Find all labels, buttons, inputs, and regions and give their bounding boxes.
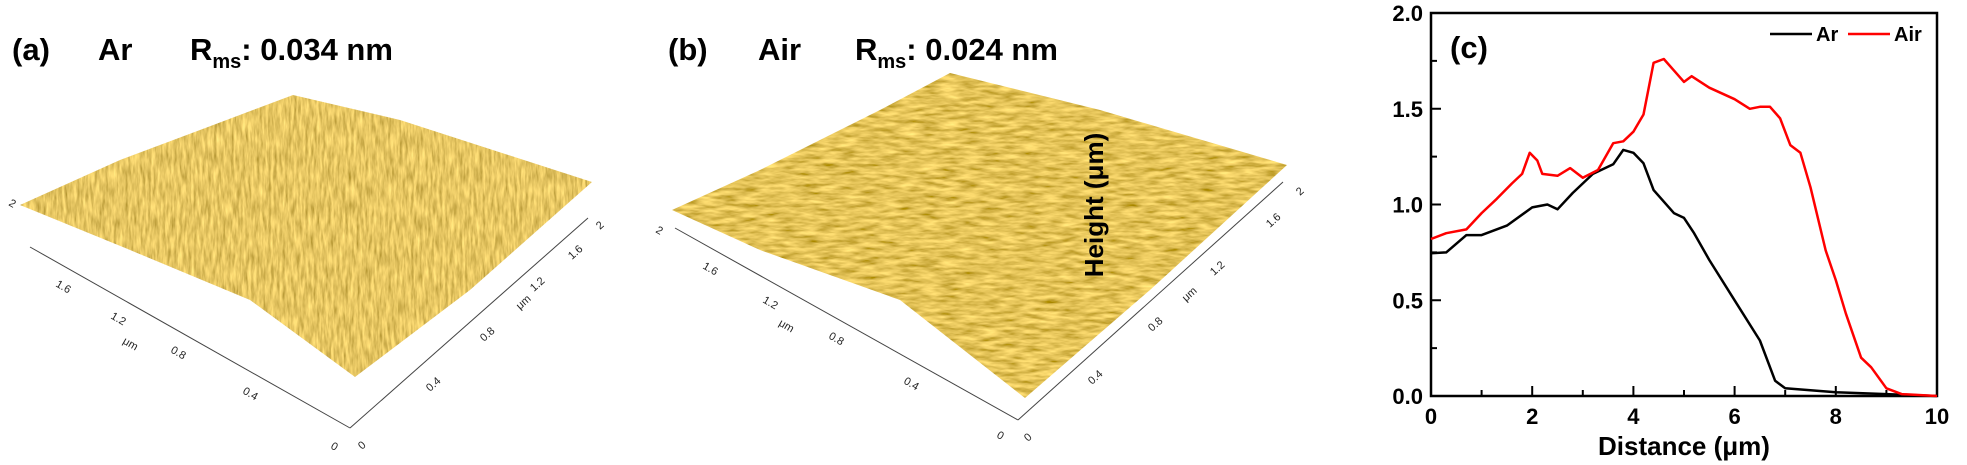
y-tick-label: 1.5	[1392, 97, 1423, 122]
afm-a-left-5: 0	[329, 440, 340, 453]
y-axis-title: Height (μm)	[1079, 133, 1109, 277]
y-tick-label: 0.0	[1392, 384, 1423, 409]
rms-value: : 0.024 nm	[906, 32, 1058, 67]
afm-a-left-3: 0.8	[169, 344, 188, 362]
afm-a-left-0: 2	[7, 197, 18, 210]
panel-a-rms: Rms: 0.034 nm	[190, 32, 393, 73]
afm-b-left-1: 1.6	[701, 260, 720, 278]
afm-b-left-0: 2	[654, 224, 665, 237]
afm-b-left-3: 0.8	[827, 330, 846, 348]
rms-main: R	[855, 32, 877, 67]
y-tick-label: 0.5	[1392, 288, 1423, 313]
x-tick-label: 0	[1425, 404, 1437, 429]
y-tick-label: 2.0	[1392, 1, 1423, 26]
axis-ticks: 0 2 4 6 8 10 0.0 0.5 1.0 1.5 2.0	[1392, 1, 1949, 429]
legend-label-ar: Ar	[1816, 24, 1838, 46]
afm-axis-left	[674, 227, 1019, 421]
x-tick-label: 8	[1830, 404, 1842, 429]
rms-sub: ms	[877, 51, 906, 73]
afm-b-left-unit: μm	[777, 317, 796, 335]
afm-b-right-5: 2	[1294, 185, 1307, 198]
x-tick-label: 2	[1526, 404, 1538, 429]
plot-frame	[1429, 11, 1939, 398]
legend: Ar Air	[1770, 24, 1922, 46]
afm-a-right-4: 1.6	[566, 243, 585, 262]
afm-a-right-unit: μm	[514, 293, 534, 312]
series-lines	[1430, 57, 1938, 398]
afm-b-left-4: 0.4	[902, 375, 921, 393]
panel-b: (b) Air Rms: 0.024 nm 2 1.6 1.2 μm 0.8 0…	[654, 32, 1307, 444]
rms-main: R	[190, 32, 212, 67]
afm-axis-right	[1017, 181, 1284, 421]
x-axis-title: Distance (μm)	[1598, 431, 1770, 461]
panel-a-label: (a)	[12, 32, 50, 67]
height-profile-chart: 0 2 4 6 8 10 0.0 0.5 1.0 1.5 2.0 (c) Ar Air Distan…	[1079, 1, 1949, 461]
afm-b-right-3: 1.2	[1208, 259, 1227, 278]
y-tick-label: 1.0	[1392, 193, 1423, 218]
afm-b-right-unit: μm	[1180, 285, 1200, 304]
x-tick-label: 4	[1627, 404, 1640, 429]
panel-c-label: (c)	[1450, 30, 1488, 65]
afm-axis-left	[29, 246, 351, 429]
afm-a-right-0: 0	[356, 439, 369, 452]
afm-a-right-1: 0.4	[424, 375, 443, 394]
afm-surface-ar	[20, 95, 592, 377]
x-tick-label: 6	[1728, 404, 1740, 429]
afm-a-left-1: 1.6	[54, 278, 73, 296]
panel-a: (a) Ar Rms: 0.034 nm 2 1.6 1.2 μm 0.8 0.…	[7, 32, 607, 454]
panel-b-rms: Rms: 0.024 nm	[855, 32, 1058, 73]
afm-a-right-3: 1.2	[528, 275, 547, 294]
afm-a-left-2: 1.2	[109, 310, 128, 328]
afm-b-left-2: 1.2	[761, 294, 780, 312]
afm-a-left-4: 0.4	[241, 385, 260, 403]
afm-b-right-2: 0.8	[1146, 315, 1165, 334]
legend-label-air: Air	[1894, 24, 1922, 46]
afm-axis-right	[349, 217, 589, 429]
afm-a-right-5: 2	[594, 219, 607, 232]
afm-a-right-2: 0.8	[478, 325, 497, 344]
rms-value: : 0.034 nm	[241, 32, 393, 67]
x-tick-label: 10	[1925, 404, 1949, 429]
afm-a-left-unit: μm	[121, 335, 140, 353]
afm-b-right-4: 1.6	[1264, 211, 1283, 230]
panel-b-label: (b)	[668, 32, 708, 67]
afm-surface-air	[672, 73, 1287, 398]
afm-b-right-1: 0.4	[1086, 368, 1105, 387]
afm-b-right-0: 0	[1022, 431, 1035, 444]
panel-b-gas: Air	[758, 32, 801, 67]
series-line-ar	[1430, 148, 1938, 398]
rms-sub: ms	[212, 51, 241, 73]
afm-b-left-5: 0	[995, 429, 1006, 442]
series-line-air	[1430, 57, 1938, 398]
panel-a-gas: Ar	[98, 32, 132, 67]
